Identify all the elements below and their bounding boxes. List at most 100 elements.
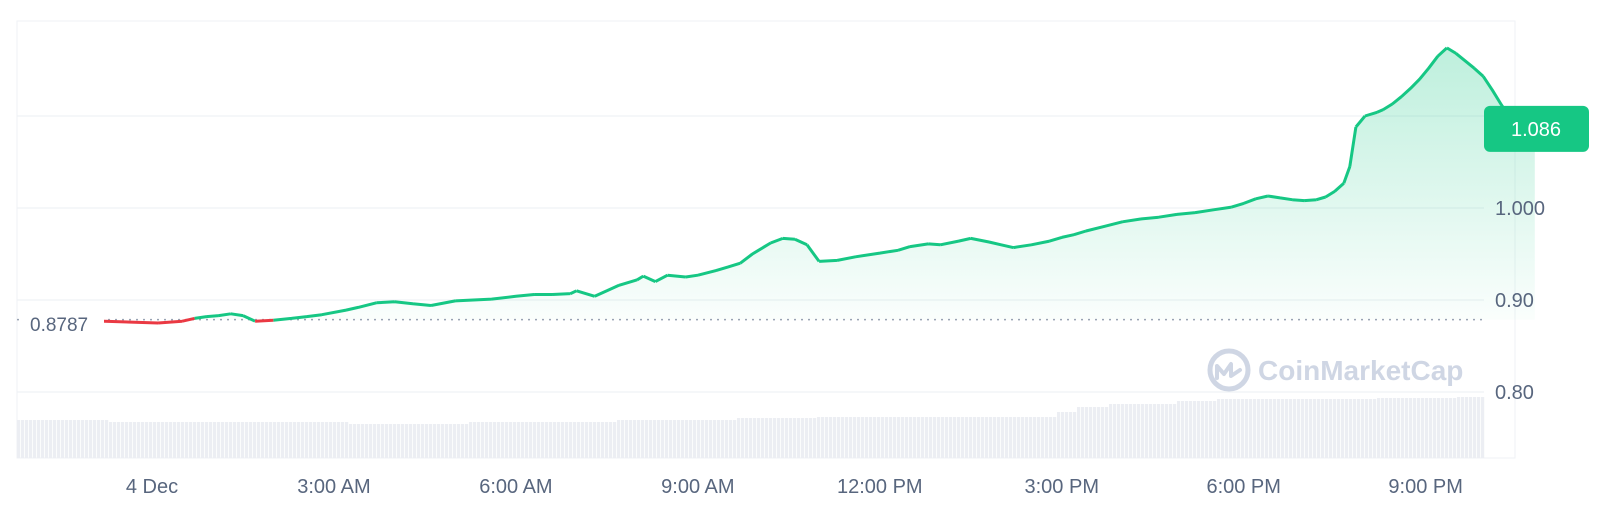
volume-bar bbox=[1001, 417, 1005, 458]
volume-bar bbox=[25, 420, 29, 458]
volume-bar bbox=[393, 424, 397, 458]
volume-bar bbox=[645, 420, 649, 458]
volume-bar bbox=[705, 420, 709, 458]
volume-bar bbox=[1113, 404, 1117, 458]
volume-bar bbox=[537, 422, 541, 458]
volume-bar bbox=[465, 424, 469, 458]
volume-bar bbox=[1277, 399, 1281, 458]
volume-bar bbox=[1025, 417, 1029, 458]
volume-bar bbox=[1153, 404, 1157, 458]
volume-bar bbox=[1429, 398, 1433, 458]
volume-bar bbox=[733, 420, 737, 458]
volume-bar bbox=[1049, 417, 1053, 458]
volume-bar bbox=[761, 418, 765, 458]
volume-bar bbox=[133, 422, 137, 458]
volume-bar bbox=[1253, 399, 1257, 458]
volume-bar bbox=[269, 422, 273, 458]
volume-bar bbox=[1241, 399, 1245, 458]
volume-bar bbox=[477, 422, 481, 458]
volume-bar bbox=[829, 417, 833, 458]
volume-bar bbox=[37, 420, 41, 458]
volume-bar bbox=[309, 422, 313, 458]
volume-bar bbox=[913, 417, 917, 458]
volume-bar bbox=[793, 418, 797, 458]
volume-bar bbox=[1177, 401, 1181, 458]
volume-bar bbox=[633, 420, 637, 458]
volume-bar bbox=[409, 424, 413, 458]
volume-bar bbox=[1061, 412, 1065, 458]
volume-bar bbox=[273, 422, 277, 458]
volume-bar bbox=[661, 420, 665, 458]
volume-bar bbox=[1261, 399, 1265, 458]
volume-bar bbox=[1465, 397, 1469, 458]
volume-bar bbox=[905, 417, 909, 458]
volume-bar bbox=[1041, 417, 1045, 458]
volume-bar bbox=[505, 422, 509, 458]
volume-bar bbox=[997, 417, 1001, 458]
volume-bar bbox=[1173, 404, 1177, 458]
volume-bar bbox=[317, 422, 321, 458]
volume-bar bbox=[1377, 398, 1381, 458]
volume-bar bbox=[1205, 401, 1209, 458]
volume-bar bbox=[345, 422, 349, 458]
volume-bar bbox=[1117, 404, 1121, 458]
volume-bar bbox=[585, 422, 589, 458]
volume-bar bbox=[685, 420, 689, 458]
volume-bar bbox=[405, 424, 409, 458]
y-tick-label: 0.90 bbox=[1495, 290, 1534, 312]
volume-bar bbox=[1425, 398, 1429, 458]
volume-bar bbox=[157, 422, 161, 458]
volume-bar bbox=[385, 424, 389, 458]
x-axis: 4 Dec 3:00 AM 6:00 AM 9:00 AM 12:00 PM 3:00 P… bbox=[126, 476, 1463, 498]
volume-bar bbox=[1109, 404, 1113, 458]
volume-bar bbox=[921, 417, 925, 458]
volume-bar bbox=[637, 420, 641, 458]
volume-bar bbox=[453, 424, 457, 458]
volume-bar bbox=[665, 420, 669, 458]
volume-bar bbox=[837, 417, 841, 458]
volume-bar bbox=[765, 418, 769, 458]
volume-bar bbox=[653, 420, 657, 458]
volume-bar bbox=[1021, 417, 1025, 458]
volume-bar bbox=[153, 422, 157, 458]
volume-bar bbox=[305, 422, 309, 458]
volume-bar bbox=[1369, 399, 1373, 458]
volume-bar bbox=[1013, 417, 1017, 458]
reference-label-bg bbox=[20, 313, 104, 337]
volume-bar bbox=[421, 424, 425, 458]
volume-bar bbox=[1289, 399, 1293, 458]
volume-bar bbox=[753, 418, 757, 458]
volume-bar bbox=[1093, 407, 1097, 458]
volume-bar bbox=[1185, 401, 1189, 458]
volume-bar bbox=[553, 422, 557, 458]
volume-bar bbox=[437, 424, 441, 458]
volume-bar bbox=[1329, 399, 1333, 458]
volume-bar bbox=[629, 420, 633, 458]
volume-bar bbox=[57, 420, 61, 458]
volume-bar bbox=[521, 422, 525, 458]
volume-bar bbox=[1461, 397, 1465, 458]
volume-bar bbox=[613, 422, 617, 458]
volume-bar bbox=[185, 422, 189, 458]
volume-bar bbox=[457, 424, 461, 458]
volume-bar bbox=[877, 417, 881, 458]
volume-bar bbox=[1313, 399, 1317, 458]
volume-bar bbox=[325, 422, 329, 458]
volume-bar bbox=[1181, 401, 1185, 458]
volume-bar bbox=[893, 417, 897, 458]
volume-bar bbox=[1305, 399, 1309, 458]
volume-bar bbox=[821, 417, 825, 458]
volume-bar bbox=[97, 420, 101, 458]
volume-bar bbox=[401, 424, 405, 458]
volume-bar bbox=[313, 422, 317, 458]
volume-bar bbox=[1309, 399, 1313, 458]
volume-bar bbox=[1089, 407, 1093, 458]
volume-bar bbox=[973, 417, 977, 458]
volume-bar bbox=[1357, 399, 1361, 458]
volume-bar bbox=[261, 422, 265, 458]
volume-bar bbox=[897, 417, 901, 458]
volume-bar bbox=[33, 420, 37, 458]
volume-bar bbox=[481, 422, 485, 458]
volume-bar bbox=[1361, 399, 1365, 458]
